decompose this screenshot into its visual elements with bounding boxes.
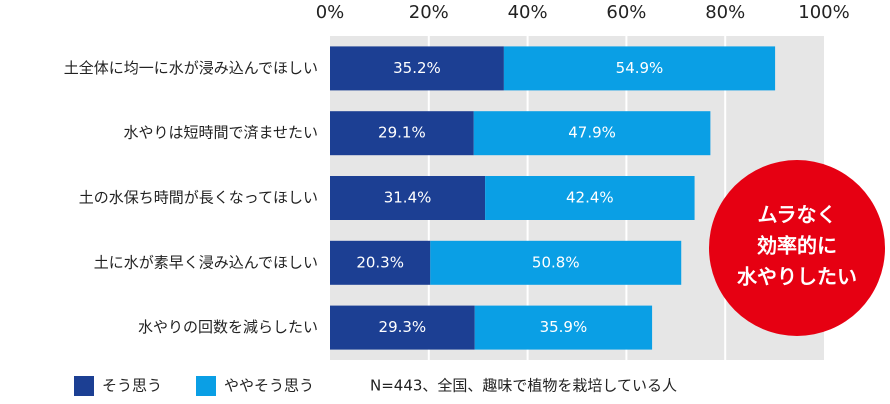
bar: [330, 305, 475, 350]
value-label: 29.1%: [378, 124, 426, 142]
value-label: 35.2%: [393, 59, 441, 77]
y-tick-label: 水やりの回数を減らしたい: [138, 318, 318, 336]
y-tick-label: 土に水が素早く浸み込んでほしい: [94, 253, 318, 271]
legend-swatch: [74, 376, 94, 396]
legend-swatch: [196, 376, 216, 396]
bar: [330, 46, 504, 91]
note: N=443、全国、趣味で植物を栽培している人: [370, 377, 677, 395]
bar: [430, 240, 682, 285]
value-label: 47.9%: [568, 124, 616, 142]
annotation-circle: [709, 160, 885, 336]
legend-label: そう思う: [102, 377, 162, 395]
x-tick-label: 60%: [606, 2, 646, 23]
y-tick-label: 水やりは短時間で済ませたい: [123, 124, 318, 142]
value-label: 35.9%: [540, 318, 588, 336]
value-label: 50.8%: [532, 253, 580, 271]
y-tick-label: 土全体に均一に水が浸み込んでほしい: [64, 59, 318, 77]
x-tick-label: 40%: [508, 2, 548, 23]
annotation-text: ムラなく: [758, 203, 837, 227]
bar: [330, 240, 431, 285]
value-label: 20.3%: [356, 253, 404, 271]
value-label: 42.4%: [566, 189, 614, 207]
x-tick-label: 0%: [316, 2, 345, 23]
bar: [503, 46, 776, 91]
legend-label: ややそう思う: [224, 377, 314, 395]
annotation-text: 効率的に: [757, 234, 837, 258]
bar: [485, 176, 695, 220]
bar: [330, 111, 474, 156]
annotation-text: 水やりしたい: [737, 265, 857, 289]
value-label: 29.3%: [379, 318, 427, 336]
y-tick-label: 土の水保ち時間が長くなってほしい: [79, 189, 318, 207]
bar: [473, 111, 711, 156]
bar: [330, 176, 486, 220]
x-tick-label: 100%: [798, 2, 849, 23]
value-label: 54.9%: [616, 59, 664, 77]
value-label: 31.4%: [384, 189, 432, 207]
x-tick-label: 20%: [409, 2, 449, 23]
bar: [474, 305, 653, 350]
x-tick-label: 80%: [705, 2, 745, 23]
